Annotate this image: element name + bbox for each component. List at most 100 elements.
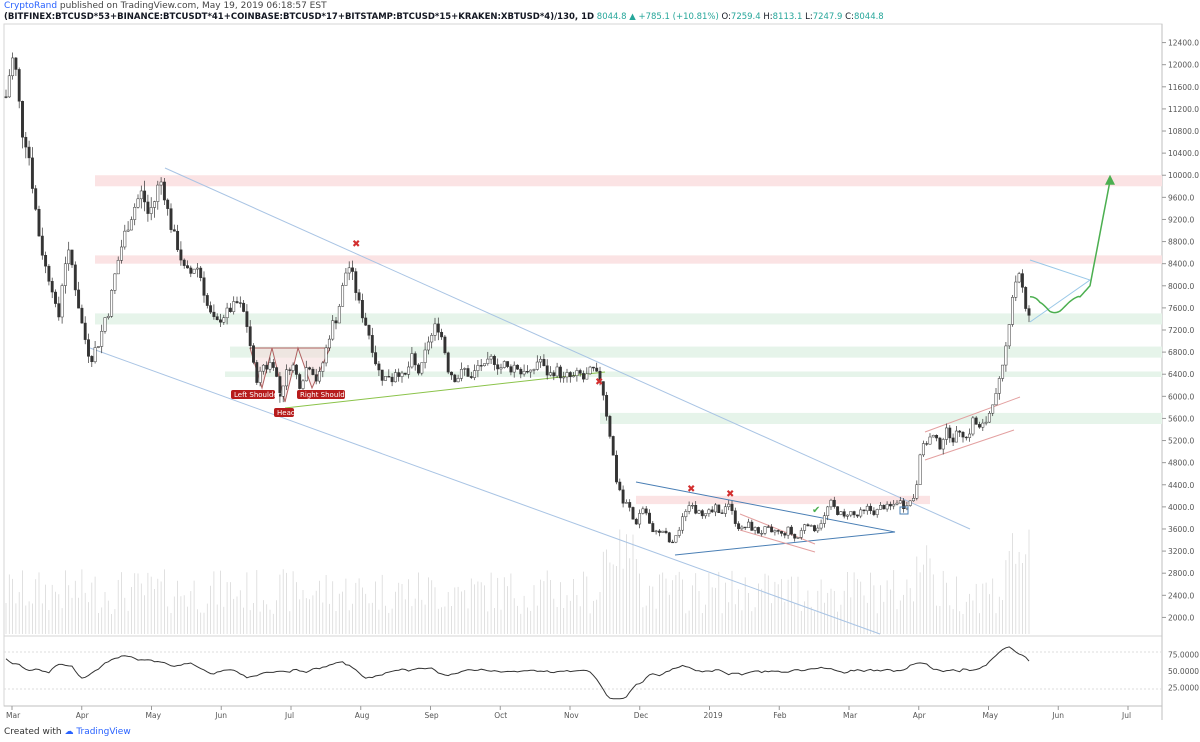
candle-body [136,198,140,208]
candle-body [222,317,226,323]
candle-body [895,502,899,505]
candle-body [1007,324,1011,347]
candle-body [902,500,906,509]
price-tick-label: 4800.0 [1168,459,1194,468]
price-tick-label: 11200.0 [1168,105,1199,114]
candle-body [341,285,345,307]
candle-body [252,345,255,363]
candle-body [110,290,114,317]
candle-body [384,376,387,381]
candle-body [189,267,193,274]
candle-body [116,260,120,275]
candle-body [186,265,189,269]
time-axis[interactable]: Mar Apr May Jun Jul Aug Sep Oct Nov Dec 2019 Feb Mar… [6,706,1131,720]
candle-body [90,356,94,363]
candle-body [595,367,599,372]
candle-body [410,353,414,368]
pennant-triangle[interactable] [1029,259,1092,323]
candle-body [364,317,368,326]
time-tick-label: Aug [355,711,370,720]
time-tick-label: Oct [494,711,507,720]
candle-body [753,527,757,531]
tradingview-brand[interactable]: TradingView [76,727,131,737]
candle-body [542,358,546,367]
candle-body [529,369,533,373]
main-pane-border [3,23,1163,637]
candle-body [981,422,985,428]
candle-body [265,364,269,370]
candle-body [506,361,510,367]
candle-body [453,374,457,383]
candle-body [585,373,589,380]
candle-body [605,395,609,417]
candle-body [24,136,28,148]
candle-body [87,339,90,357]
candle-body [169,208,173,230]
candle-body [624,502,628,504]
price-tick-label: 12400.0 [1168,39,1199,48]
time-tick-label: Mar [843,711,858,720]
candle-body [202,277,206,296]
candle-body [450,371,453,376]
candle-body [743,526,747,529]
candle-body [935,434,939,439]
candle-body [608,416,612,437]
candle-body [261,364,265,372]
candle-body [657,530,661,533]
candle-body [892,503,896,507]
neckline[interactable] [284,371,606,409]
candle-body [697,510,701,514]
candle-body [829,499,833,508]
candle-body [879,504,882,510]
candle-body [938,437,942,450]
candle-body [205,295,209,306]
candle-body [446,352,450,373]
trendlines-layer [89,167,1092,635]
candle-body [1017,273,1021,283]
symmetric-triangle[interactable] [635,481,896,556]
candle-body [601,381,605,396]
chart-header: CryptoRand published on TradingView.com,… [0,0,1200,22]
candle-body [618,481,622,491]
candle-body [793,533,797,539]
time-tick-label: May [983,711,999,720]
time-tick-label: Mar [6,711,21,720]
candle-body [945,427,948,440]
wedge-lower-line [739,529,816,553]
candle-body [209,305,213,313]
candle-body [912,497,915,502]
candle-body [436,323,440,333]
upper-channel-line[interactable] [164,167,971,530]
forecast-path[interactable] [1029,180,1111,314]
price-tick-label: 4000.0 [1168,503,1194,512]
candle-body [918,454,922,485]
candle-body [417,364,420,374]
candle-body [245,311,249,327]
lower-channel-line[interactable] [89,347,881,635]
price-tick-label: 7200.0 [1168,326,1194,335]
candle-body [459,369,463,379]
candle-body [420,362,424,374]
price-chart[interactable]: ✖ ✖ ✖ ✖ ✔ Left Shoulder Head Right Shoul… [0,22,1200,724]
candle-body [483,363,486,367]
candle-body [298,374,302,389]
candle-body [806,524,810,527]
candle-body [898,500,902,504]
candle-body [694,504,698,514]
volume-layer [5,529,1030,634]
candle-body [57,303,61,318]
candle-body [512,364,516,373]
price-zone [636,495,930,505]
rsi-line[interactable] [5,646,1030,700]
candle-body [327,338,331,349]
candle-body [869,505,873,511]
candle-body [354,271,358,293]
price-tick-label: 10800.0 [1168,127,1199,136]
symbol-name[interactable]: (BITFINEX:BTCUSD*53+BINANCE:BTCUSDT*41+C… [4,12,595,22]
candle-body [195,267,199,270]
candle-body [311,368,315,375]
candle-body [661,530,665,533]
price-axis[interactable]: 12400.0 12000.0 11600.0 11200.0 10800.0 10400… [1162,39,1199,623]
candle-body [994,393,998,406]
author-link[interactable]: CryptoRand [4,1,58,11]
